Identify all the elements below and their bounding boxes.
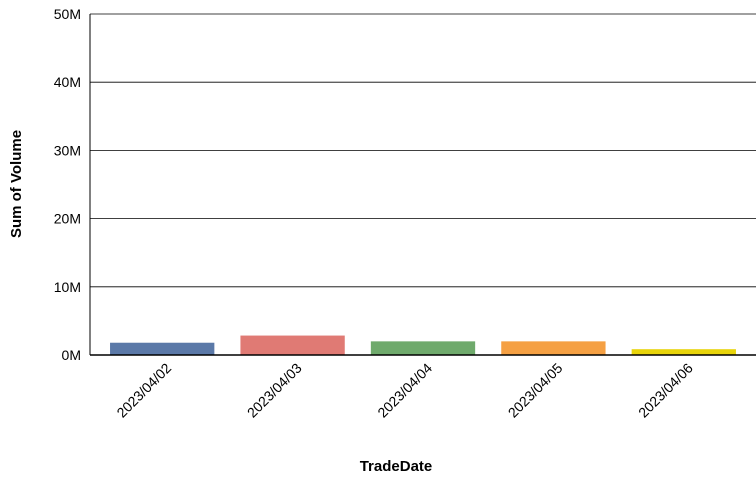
y-tick-label: 20M: [54, 211, 81, 227]
x-tick-label: 2023/04/04: [374, 360, 435, 421]
bar: [240, 336, 344, 355]
bar: [371, 341, 475, 355]
y-tick-label: 50M: [54, 6, 81, 22]
y-tick-label: 40M: [54, 74, 81, 90]
gridlines: [90, 14, 756, 287]
x-tick-label: 2023/04/02: [113, 360, 174, 421]
x-tick-label: 2023/04/05: [505, 360, 566, 421]
bar: [110, 343, 214, 355]
bar: [501, 341, 605, 355]
y-tick-label: 10M: [54, 279, 81, 295]
x-axis-title: TradeDate: [360, 458, 433, 475]
y-tick-labels: 0M 10M 20M 30M 40M 50M: [54, 6, 81, 363]
x-tick-label: 2023/04/06: [635, 360, 696, 421]
bar: [632, 349, 736, 355]
y-tick-label: 30M: [54, 142, 81, 158]
bars: [110, 336, 736, 355]
axes: [90, 14, 756, 355]
x-tick-label: 2023/04/03: [244, 360, 305, 421]
y-tick-label: 0M: [62, 347, 81, 363]
y-axis-title: Sum of Volume: [8, 130, 25, 238]
x-tick-labels: 2023/04/02 2023/04/03 2023/04/04 2023/04/05…: [113, 360, 696, 421]
